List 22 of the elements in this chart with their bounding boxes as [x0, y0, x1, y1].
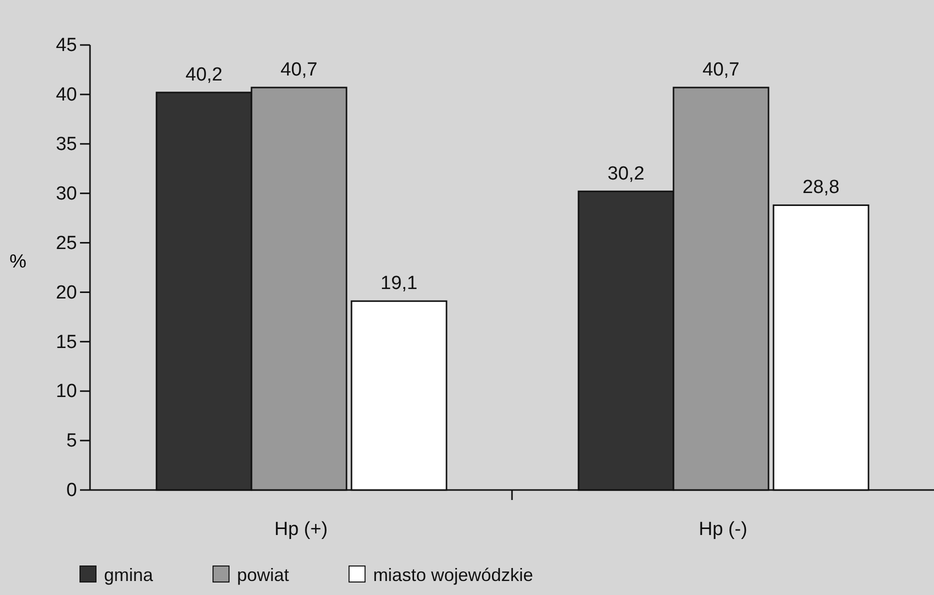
y-tick-label: 5	[66, 430, 77, 452]
y-tick-label: 25	[56, 232, 77, 254]
data-label: 30,2	[608, 163, 644, 184]
legend-label: miasto wojewódzkie	[373, 565, 534, 585]
data-label: 40,7	[280, 60, 318, 81]
y-axis-title: %	[10, 252, 27, 272]
y-tick-label: 10	[56, 381, 77, 402]
legend-label: gmina	[104, 565, 154, 585]
legend-label: powiat	[237, 565, 290, 585]
x-tick-label: Hp (+)	[274, 518, 328, 540]
y-tick-label: 45	[56, 35, 77, 56]
data-label: 40,2	[186, 64, 222, 86]
y-tick-label: 40	[56, 84, 77, 106]
x-tick-label: Hp (-)	[698, 518, 748, 540]
data-label: 40,7	[702, 60, 740, 81]
data-label: 19,1	[380, 273, 418, 294]
y-tick-label: 15	[56, 332, 77, 353]
y-tick-label: 20	[56, 282, 77, 304]
y-tick-label: 35	[56, 134, 77, 155]
data-label: 28,8	[802, 177, 840, 198]
y-tick-label: 30	[56, 183, 77, 204]
y-tick-label: 0	[66, 480, 77, 502]
